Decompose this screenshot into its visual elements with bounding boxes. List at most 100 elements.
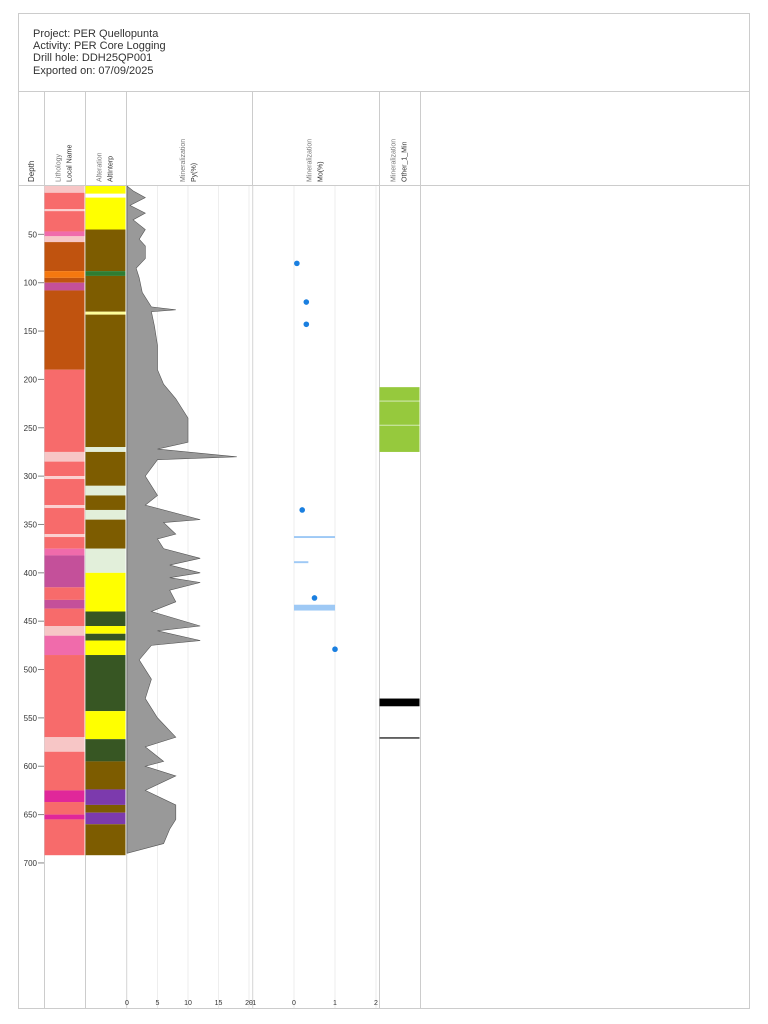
- column-group: Lithology: [56, 153, 63, 182]
- mo-point: [303, 299, 310, 305]
- depth-label: Depth: [27, 161, 36, 182]
- column-group: Mineralization: [391, 139, 398, 182]
- interval: [44, 555, 85, 588]
- interval: [44, 186, 85, 193]
- x-tick-label: 0: [292, 1000, 296, 1007]
- py-area: [126, 185, 237, 854]
- interval: [379, 400, 420, 402]
- interval: [85, 572, 126, 612]
- interval: [44, 599, 85, 609]
- interval: [44, 209, 85, 212]
- header-line: Project: PER Quellopunta: [33, 28, 159, 40]
- x-tick-label: 5: [156, 1000, 160, 1007]
- interval: [44, 802, 85, 815]
- depth-tick-label: 500: [24, 666, 38, 675]
- x-tick-label: 0: [125, 1000, 129, 1007]
- depth-tick-label: 150: [24, 327, 38, 336]
- depth-tick-label: 250: [24, 424, 38, 433]
- column-name: Mo(%): [318, 161, 325, 182]
- depth-tick-label: 550: [24, 714, 38, 723]
- interval: [44, 282, 85, 291]
- interval: [85, 447, 126, 452]
- header-line: Activity: PER Core Logging: [33, 40, 166, 52]
- column-group: Mineralization: [180, 139, 187, 182]
- column-group: Mineralization: [307, 139, 314, 182]
- interval: [44, 814, 85, 820]
- interval: [44, 751, 85, 791]
- depth-tick-label: 400: [24, 569, 38, 578]
- interval: [44, 479, 85, 506]
- interval: [44, 505, 85, 509]
- interval: [85, 311, 126, 315]
- x-tick-label: 15: [215, 1000, 223, 1007]
- column-name: AltInterp: [108, 156, 115, 182]
- interval: [85, 804, 126, 813]
- column-name: Py(%): [191, 163, 198, 182]
- interval: [44, 369, 85, 452]
- interval: [44, 192, 85, 210]
- interval: [44, 737, 85, 752]
- interval: [44, 451, 85, 462]
- depth-tick-label: 350: [24, 520, 38, 529]
- interval: [85, 193, 126, 198]
- interval: [379, 737, 420, 739]
- mo-point: [332, 646, 338, 653]
- column-group: Alteration: [97, 152, 104, 182]
- interval: [44, 476, 85, 480]
- interval: [85, 271, 126, 276]
- interval: [85, 626, 126, 634]
- mo-point: [303, 321, 310, 328]
- mo-point: [294, 260, 300, 267]
- interval: [44, 587, 85, 600]
- depth-tick-label: 100: [24, 279, 38, 288]
- header-line: Exported on: 07/09/2025: [33, 65, 153, 77]
- interval: [85, 509, 126, 520]
- x-tick-label: 1: [333, 1000, 337, 1007]
- interval: [85, 519, 126, 549]
- x-tick-label: 20: [245, 1000, 253, 1007]
- interval: [379, 698, 420, 707]
- depth-tick-label: 650: [24, 811, 38, 820]
- interval: [44, 242, 85, 272]
- interval: [44, 790, 85, 803]
- mo-interval: [294, 536, 335, 539]
- interval: [44, 231, 85, 237]
- interval: [85, 548, 126, 573]
- interval: [44, 461, 85, 477]
- interval: [85, 789, 126, 805]
- interval: [85, 761, 126, 790]
- interval: [85, 275, 126, 312]
- interval: [85, 824, 126, 856]
- interval: [379, 424, 420, 426]
- depth-tick-label: 700: [24, 859, 38, 868]
- mo-point: [311, 595, 318, 601]
- interval: [44, 537, 85, 549]
- interval: [85, 739, 126, 762]
- interval: [85, 711, 126, 740]
- interval: [44, 277, 85, 283]
- interval: [44, 236, 85, 243]
- interval: [85, 611, 126, 627]
- x-tick-label: 2: [374, 1000, 378, 1007]
- column-name: Other_1_Min: [402, 141, 409, 182]
- interval: [44, 819, 85, 856]
- interval: [85, 314, 126, 448]
- mo-interval: [294, 604, 335, 611]
- interval: [379, 401, 420, 425]
- interval: [85, 485, 126, 496]
- depth-tick-label: 450: [24, 617, 38, 626]
- depth-tick-label: 200: [24, 375, 38, 384]
- depth-tick-label: 600: [24, 762, 38, 771]
- interval: [44, 608, 85, 627]
- interval: [379, 425, 420, 452]
- interval: [85, 640, 126, 656]
- interval: [85, 812, 126, 825]
- x-tick-label: -1: [250, 1000, 256, 1007]
- mo-point: [299, 507, 306, 513]
- interval: [85, 633, 126, 641]
- depth-tick-label: 50: [28, 230, 37, 239]
- interval: [44, 635, 85, 656]
- interval: [44, 548, 85, 556]
